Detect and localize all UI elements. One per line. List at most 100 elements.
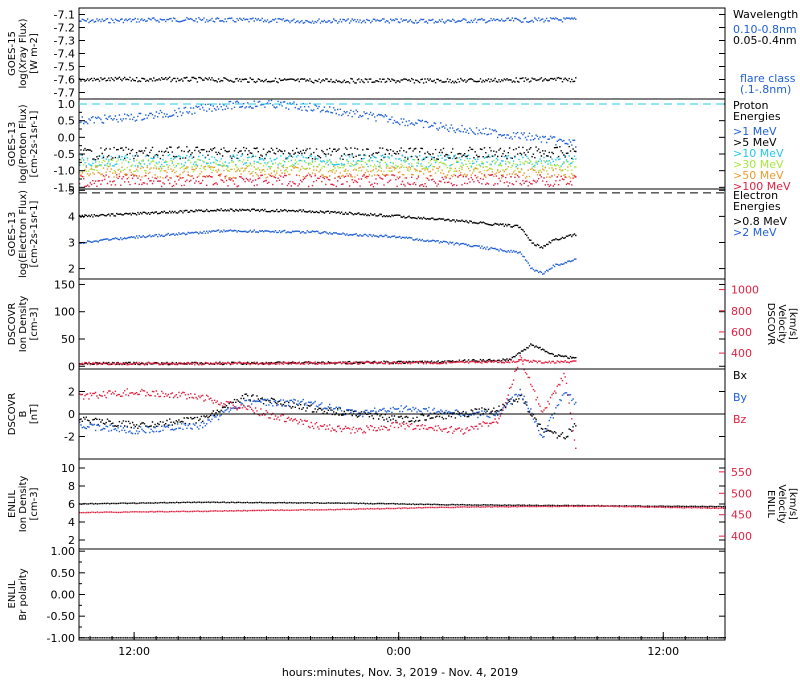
right-y-tick-label: 400 [731,530,752,543]
series-goes13-proton--1-MeV [79,99,577,148]
y-axis-label-line: GOES-13 [7,122,18,167]
right-y-axis-label-line: [km/s] [787,488,798,520]
legend-title: Energies [733,110,781,123]
series-enlil-density-density [79,501,726,508]
y-tick-label: -7.7 [54,87,75,100]
y-tick-label: -0.50 [47,610,75,623]
right-y-tick-label: 550 [731,466,752,479]
legend-entry: >30 MeV [733,158,784,171]
y-axis-label-line: [cm-3] [29,307,40,340]
y-tick-label: 3 [68,236,75,249]
legend-entry: 0.05-0.4nm [733,34,797,47]
series-goes13-proton--50-MeV [79,165,577,179]
y-tick-label: -1.00 [47,632,75,645]
right-y-tick-label: 450 [731,509,752,522]
y-tick-label: -7.3 [54,35,75,48]
x-tick-label: 0:00 [386,645,411,658]
right-y-tick-label: 600 [731,326,752,339]
y-axis-label-line: ENLIL [7,490,18,518]
right-y-tick-label: 500 [731,487,752,500]
series-goes15-xray-0-05-0-4nm [79,76,577,84]
legend-title: Energies [733,200,781,213]
x-tick-label: 12:00 [118,645,150,658]
right-y-tick-label: 400 [731,347,752,360]
y-axis-label-line: log(Proton Flux) [18,104,29,183]
y-tick-label: 0.00 [51,589,76,602]
y-axis-label-line: GOES-15 [7,31,18,76]
y-axis-label-line: [cm-2s-1sr-1] [29,110,40,177]
y-tick-label: -7.2 [54,22,75,35]
y-tick-label: 8 [68,480,75,493]
x-axis-label: hours:minutes, Nov. 3, 2019 - Nov. 4, 20… [282,666,518,679]
right-y-axis-label-line: Velocity [776,484,787,523]
y-axis-label-line: log(Electron Flux) [18,190,29,278]
right-y-axis-label-line: Velocity [776,304,787,343]
series-dscovr-b-By [79,388,577,438]
y-tick-label: 0.5 [58,115,76,128]
legend-entry: By [733,391,748,404]
y-tick-label: -7.1 [54,9,75,22]
x-tick-label: 12:00 [647,645,679,658]
series-goes15-xray-0-10-0-8nm [79,17,577,24]
legend-entry: Bx [733,369,748,382]
right-y-tick-label: 800 [731,305,752,318]
y-axis-label-line: [nT] [29,404,40,424]
legend-entry: Bz [733,413,747,426]
y-tick-label: 4 [68,516,75,529]
y-tick-label: -7.5 [54,61,75,74]
y-axis-label-line: DSCOVR [7,303,18,346]
series-goes13-proton--5-MeV [79,145,577,161]
legend-title: Wavelength [733,8,798,21]
y-tick-label: 0 [68,360,75,373]
y-tick-label: 2 [68,534,75,547]
y-tick-label: 150 [54,278,75,291]
flare-class-label: (.1-.8nm) [740,83,791,96]
y-tick-label: 10 [61,462,75,475]
y-axis-label-line: [cm-3] [29,487,40,520]
y-axis-label-line: log(Xray Flux) [18,18,29,88]
data-layer [79,17,726,639]
legend-entry: >100 MeV [733,180,791,193]
series-enlil-density-velocity [79,505,726,514]
panel-frame-enlil-polarity [78,548,726,641]
legend-title: Proton [733,99,768,112]
right-y-axis-label-line: DSCOVR [765,303,776,346]
y-tick-label: 0 [68,408,75,421]
y-tick-label: -2 [64,431,75,444]
y-tick-label: 50 [61,333,75,346]
legend-entry: >50 MeV [733,169,784,182]
right-y-axis-label-line: ENLIL [765,490,776,518]
series-goes13-electron--0-8-MeV [79,208,577,249]
legend-entry: >0.8 MeV [733,215,787,228]
legend-entry: >2 MeV [733,226,777,239]
legend-entry: >1 MeV [733,125,777,138]
series-goes13-electron--2-MeV [79,229,577,275]
y-axis-label-line: B [18,410,29,417]
series-dscovr-density-density [79,343,577,366]
panel-frame-dscovr-density [78,278,726,370]
y-tick-label: 0.50 [51,567,76,580]
y-tick-label: 2 [68,386,75,399]
right-y-tick-label: 1000 [731,284,759,297]
legend-entry: 0.10-0.8nm [733,23,797,36]
series-dscovr-b-Bz [79,355,577,449]
frame-layer [78,7,726,641]
y-tick-label: -7.4 [54,48,75,61]
y-tick-label: 1.0 [58,98,76,111]
legend-entry: >5 MeV [733,136,777,149]
text-layer: -7.1-7.2-7.3-7.4-7.5-7.6-7.7 GOES-15 log(X… [7,8,798,658]
y-axis-label-line: GOES-13 [7,212,18,257]
y-tick-label: 5 [68,184,75,197]
y-axis-label-line: [W m-2] [29,33,40,74]
y-axis-label-line: Ion Density [18,476,29,533]
y-tick-label: -0.5 [54,148,75,161]
y-tick-label: -1.0 [54,165,75,178]
y-tick-label: 1.00 [51,545,76,558]
legend-title: Electron [733,189,778,202]
y-tick-label: -7.6 [54,74,75,87]
flare-class-label: flare class [740,72,796,85]
y-tick-label: 4 [68,210,75,223]
series-goes13-proton--100-MeV [79,174,577,188]
